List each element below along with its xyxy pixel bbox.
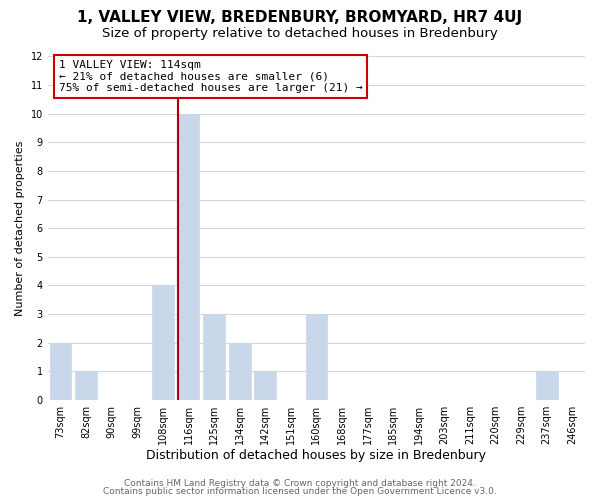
Bar [50,342,71,400]
Text: Size of property relative to detached houses in Bredenbury: Size of property relative to detached ho… [102,28,498,40]
Text: 1, VALLEY VIEW, BREDENBURY, BROMYARD, HR7 4UJ: 1, VALLEY VIEW, BREDENBURY, BROMYARD, HR… [77,10,523,25]
Bar [178,114,199,400]
Text: Contains public sector information licensed under the Open Government Licence v3: Contains public sector information licen… [103,488,497,496]
Bar [305,314,327,400]
Bar [152,286,174,400]
Bar [254,371,276,400]
X-axis label: Distribution of detached houses by size in Bredenbury: Distribution of detached houses by size … [146,450,487,462]
Text: Contains HM Land Registry data © Crown copyright and database right 2024.: Contains HM Land Registry data © Crown c… [124,478,476,488]
Bar [75,371,97,400]
Bar [229,342,251,400]
Bar [203,314,225,400]
Y-axis label: Number of detached properties: Number of detached properties [15,140,25,316]
Text: 1 VALLEY VIEW: 114sqm
← 21% of detached houses are smaller (6)
75% of semi-detac: 1 VALLEY VIEW: 114sqm ← 21% of detached … [59,60,362,93]
Bar [536,371,557,400]
